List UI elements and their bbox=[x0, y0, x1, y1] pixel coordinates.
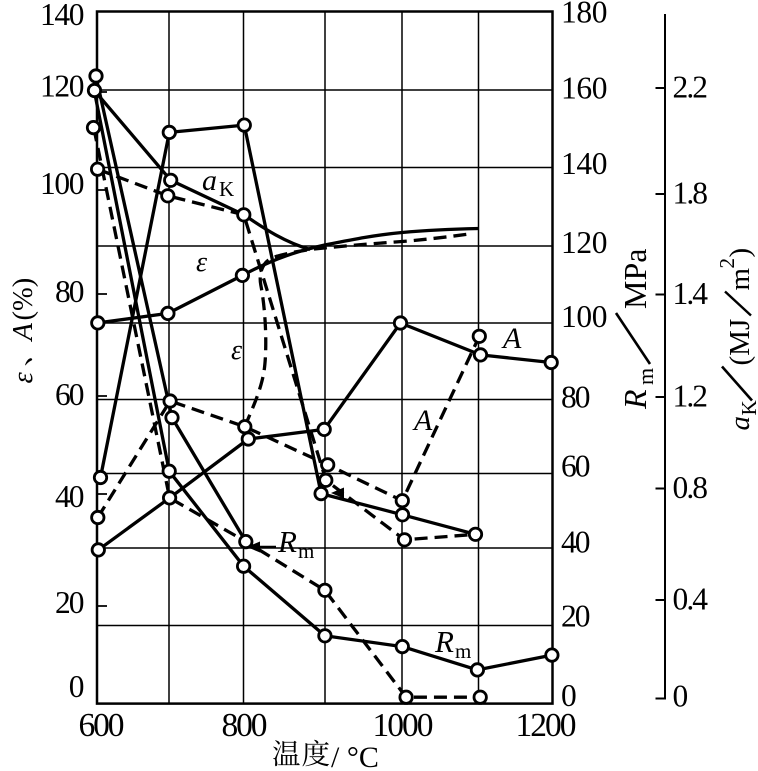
svg-text:K: K bbox=[219, 177, 234, 201]
svg-text:A: A bbox=[412, 404, 433, 437]
svg-text:1.4: 1.4 bbox=[673, 276, 709, 311]
svg-text:20: 20 bbox=[55, 585, 85, 620]
svg-text:1000: 1000 bbox=[373, 707, 434, 744]
svg-text:80: 80 bbox=[55, 274, 85, 309]
svg-text:60: 60 bbox=[561, 449, 591, 484]
svg-text:/ °C: / °C bbox=[331, 741, 379, 771]
svg-text:a: a bbox=[202, 164, 217, 197]
svg-text:0.8: 0.8 bbox=[673, 470, 709, 505]
svg-text:ε: ε bbox=[8, 372, 39, 384]
svg-text:(MJ: (MJ bbox=[724, 319, 756, 366]
svg-text:0: 0 bbox=[673, 679, 689, 714]
svg-text:ε: ε bbox=[231, 335, 242, 366]
svg-text:1.2: 1.2 bbox=[673, 379, 709, 414]
svg-text:140: 140 bbox=[561, 146, 608, 181]
svg-text:A: A bbox=[501, 322, 522, 355]
svg-text:2.2: 2.2 bbox=[673, 70, 709, 105]
svg-text:1200: 1200 bbox=[516, 707, 577, 744]
svg-text:100: 100 bbox=[561, 299, 608, 334]
svg-text:MPa: MPa bbox=[617, 249, 653, 309]
svg-text:160: 160 bbox=[561, 71, 608, 106]
svg-text:0: 0 bbox=[561, 678, 577, 713]
svg-text:60: 60 bbox=[55, 377, 85, 412]
svg-text:a: a bbox=[724, 416, 756, 431]
svg-text:40: 40 bbox=[561, 525, 591, 560]
svg-text:m: m bbox=[298, 539, 314, 563]
svg-text:m: m bbox=[724, 268, 756, 291]
svg-text:100: 100 bbox=[40, 166, 85, 201]
svg-text:(%): (%) bbox=[8, 278, 39, 321]
svg-text:0: 0 bbox=[69, 669, 85, 704]
svg-text:20: 20 bbox=[561, 599, 591, 634]
svg-text:0.4: 0.4 bbox=[673, 582, 709, 617]
svg-text:180: 180 bbox=[561, 0, 608, 30]
svg-text:600: 600 bbox=[79, 707, 125, 744]
svg-text:R: R bbox=[617, 389, 653, 410]
svg-text:m: m bbox=[455, 639, 471, 663]
svg-text:ε: ε bbox=[196, 247, 207, 278]
svg-text:80: 80 bbox=[561, 380, 591, 415]
svg-text:R: R bbox=[277, 524, 297, 559]
svg-text:1.8: 1.8 bbox=[673, 176, 709, 211]
svg-text:m: m bbox=[633, 368, 658, 385]
svg-text:40: 40 bbox=[55, 479, 85, 514]
svg-text:K: K bbox=[737, 400, 758, 415]
svg-text:120: 120 bbox=[561, 225, 608, 260]
svg-text:120: 120 bbox=[40, 69, 85, 104]
svg-text:2: 2 bbox=[715, 258, 739, 269]
svg-text:A: A bbox=[8, 323, 39, 343]
svg-text:R: R bbox=[434, 624, 454, 659]
svg-text:): ) bbox=[724, 248, 756, 258]
svg-text:140: 140 bbox=[40, 0, 85, 32]
svg-text:800: 800 bbox=[222, 707, 268, 744]
